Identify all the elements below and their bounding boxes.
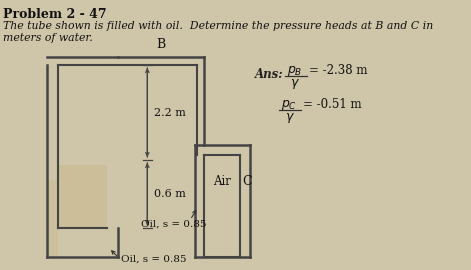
Text: $\gamma$: $\gamma$ [290, 77, 300, 91]
Text: Oil, s = 0.85: Oil, s = 0.85 [141, 220, 207, 229]
Text: 0.6 m: 0.6 m [154, 189, 186, 199]
Bar [59, 165, 106, 227]
Text: Ans:: Ans: [255, 68, 284, 81]
Text: $p_C$: $p_C$ [281, 98, 297, 112]
Text: B: B [156, 38, 166, 51]
Text: = -0.51 m: = -0.51 m [303, 98, 362, 111]
Text: The tube shown is filled with oil.  Determine the pressure heads at B and C in: The tube shown is filled with oil. Deter… [2, 21, 433, 31]
Bar [48, 180, 58, 256]
Text: 2.2 m: 2.2 m [154, 107, 186, 117]
Text: C: C [243, 175, 252, 188]
Text: $\gamma$: $\gamma$ [285, 111, 295, 125]
Text: = -2.38 m: = -2.38 m [309, 64, 368, 77]
Text: Air: Air [213, 175, 231, 188]
Text: Oil, s = 0.85: Oil, s = 0.85 [121, 255, 186, 264]
Text: Problem 2 - 47: Problem 2 - 47 [2, 8, 106, 21]
Text: meters of water.: meters of water. [2, 33, 92, 43]
Text: $p_B$: $p_B$ [287, 64, 302, 78]
